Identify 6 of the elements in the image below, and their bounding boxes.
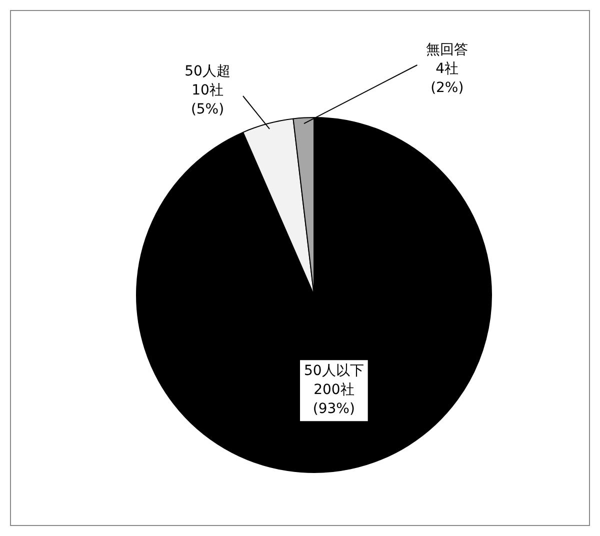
data-label: 10社 (5%) xyxy=(190,82,224,118)
slice-label: 50人以下 xyxy=(304,363,364,380)
data-label: 4社 (2%) xyxy=(430,61,464,96)
slice-label: 50人超 xyxy=(184,64,230,80)
data-label: 200社 (93%) xyxy=(312,382,355,418)
slice-label: 無回答 xyxy=(426,42,468,58)
